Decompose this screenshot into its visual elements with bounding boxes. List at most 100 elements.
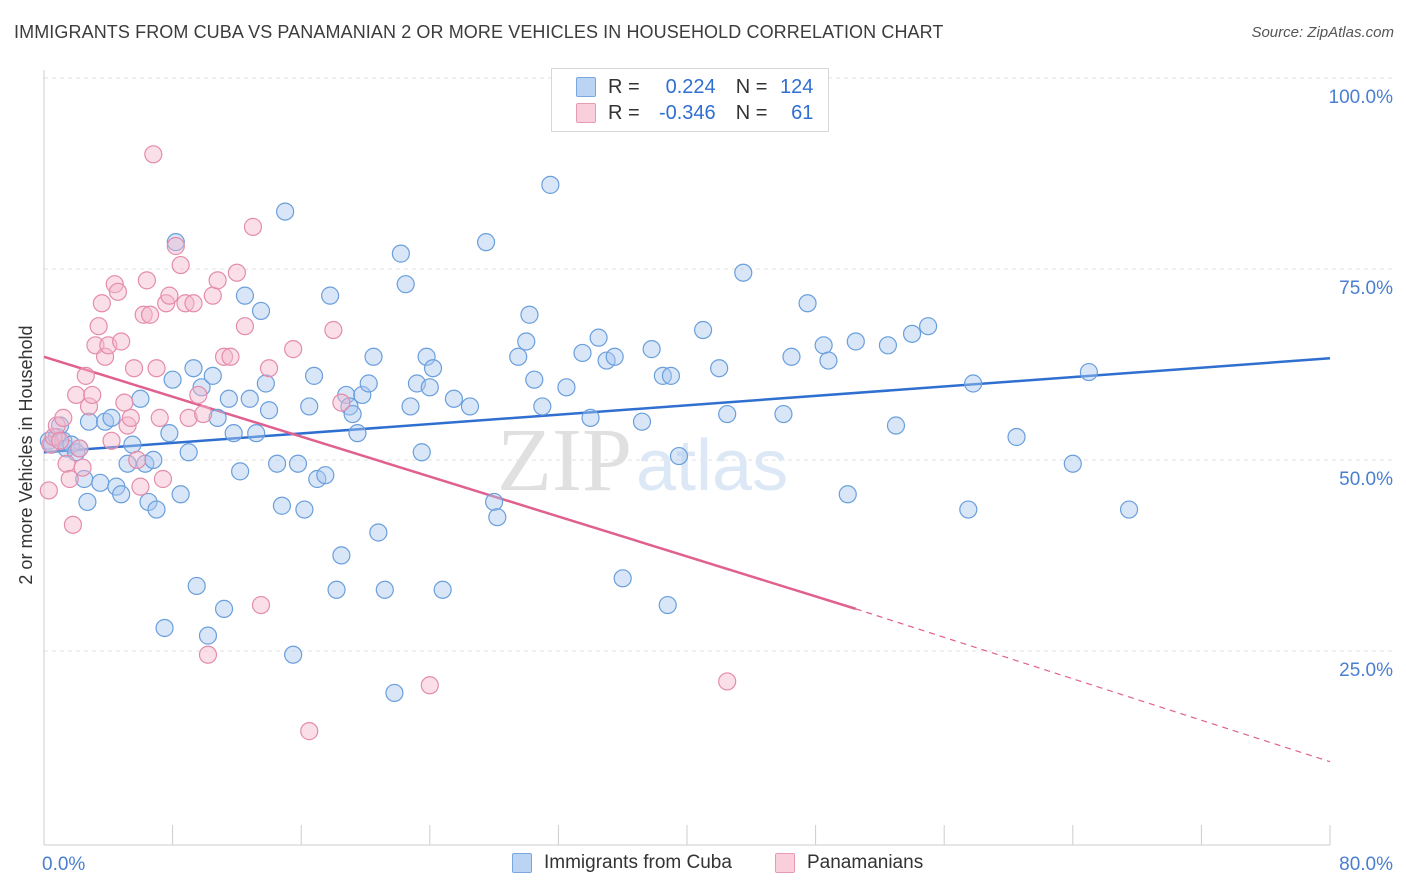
point-cuba xyxy=(102,408,121,427)
point-panamanians xyxy=(184,294,203,313)
legend-swatch-cuba xyxy=(512,853,532,873)
point-cuba xyxy=(819,351,838,370)
point-cuba xyxy=(359,374,378,393)
point-panamanians xyxy=(39,481,58,500)
point-cuba xyxy=(964,374,983,393)
point-cuba xyxy=(541,175,560,194)
point-cuba xyxy=(364,347,383,366)
point-cuba xyxy=(184,359,203,378)
stats-legend: R = 0.224 N = 124 R = -0.346 N = 61 xyxy=(551,68,829,132)
point-cuba xyxy=(79,412,99,431)
point-cuba xyxy=(412,443,431,462)
legend-item-cuba: Immigrants from Cuba xyxy=(512,852,732,874)
point-panamanians xyxy=(227,263,246,282)
point-panamanians xyxy=(221,347,240,366)
point-cuba xyxy=(123,435,142,454)
point-cuba xyxy=(1079,362,1098,382)
point-cuba xyxy=(919,317,938,336)
legend-r-value: 0.224 xyxy=(665,75,716,98)
legend-row-panamanians: R = -0.346 N = 61 xyxy=(576,101,813,125)
point-cuba xyxy=(401,397,420,416)
point-panamanians xyxy=(131,477,150,496)
point-cuba xyxy=(160,424,179,443)
point-cuba xyxy=(203,366,222,385)
point-panamanians xyxy=(83,385,102,405)
point-cuba xyxy=(734,263,753,282)
point-cuba xyxy=(959,500,978,519)
point-panamanians xyxy=(57,454,76,473)
point-cuba xyxy=(316,466,335,485)
point-cuba xyxy=(385,683,404,703)
point-cuba xyxy=(774,404,793,424)
point-panamanians xyxy=(718,672,737,691)
point-panamanians xyxy=(108,282,128,301)
point-cuba xyxy=(589,328,608,347)
y-tick-label: 50.0% xyxy=(1339,469,1393,490)
point-panamanians xyxy=(166,236,185,256)
point-cuba xyxy=(166,233,185,252)
point-cuba xyxy=(710,359,729,378)
legend-r-value: -0.346 xyxy=(658,101,716,124)
axes xyxy=(43,70,1331,846)
legend-label-cuba: Immigrants from Cuba xyxy=(544,852,732,873)
point-panamanians xyxy=(332,393,351,412)
point-cuba xyxy=(198,626,218,645)
point-cuba xyxy=(642,340,661,359)
point-cuba xyxy=(517,332,536,351)
point-cuba xyxy=(1063,454,1082,473)
point-cuba xyxy=(613,569,632,588)
point-cuba xyxy=(520,305,539,324)
point-cuba xyxy=(284,645,303,664)
point-cuba xyxy=(163,370,182,389)
point-cuba xyxy=(267,454,287,473)
point-cuba xyxy=(605,347,624,366)
point-cuba xyxy=(353,385,372,405)
point-cuba xyxy=(272,496,292,515)
point-cuba xyxy=(231,462,250,481)
legend-n-label: N = xyxy=(735,75,768,98)
series-legend: Immigrants from Cuba Panamanians xyxy=(0,852,1406,878)
point-panamanians xyxy=(70,439,89,458)
point-panamanians xyxy=(147,359,166,378)
point-cuba xyxy=(661,366,681,385)
point-cuba xyxy=(304,366,324,385)
point-panamanians xyxy=(115,393,134,412)
point-panamanians xyxy=(79,397,99,416)
legend-n-value: 124 xyxy=(780,75,814,98)
watermark: ZIP atlas xyxy=(497,411,788,510)
legend-row-cuba: R = 0.224 N = 124 xyxy=(576,75,813,99)
point-cuba xyxy=(838,485,857,504)
legend-label-panamanians: Panamanians xyxy=(807,852,924,873)
point-panamanians xyxy=(189,385,208,405)
trend-lines xyxy=(43,355,1331,763)
legend-r-label: R = xyxy=(608,101,640,124)
point-cuba xyxy=(251,301,271,321)
point-cuba xyxy=(179,443,198,462)
y-tick-label: 100.0% xyxy=(1329,87,1394,108)
point-panamanians xyxy=(171,255,190,275)
point-panamanians xyxy=(235,317,255,336)
point-panamanians xyxy=(128,450,147,469)
y-axis-label: 2 or more Vehicles in Household xyxy=(16,325,36,584)
point-panamanians xyxy=(198,645,218,664)
point-cuba xyxy=(433,580,452,599)
point-cuba xyxy=(423,359,443,378)
point-cuba xyxy=(327,580,346,599)
point-panamanians xyxy=(54,408,73,427)
point-panamanians xyxy=(121,408,140,427)
point-panamanians xyxy=(243,217,263,236)
point-cuba xyxy=(1007,427,1026,447)
point-cuba xyxy=(485,492,504,512)
point-panamanians xyxy=(208,271,227,290)
point-cuba xyxy=(693,320,713,340)
point-panamanians xyxy=(124,359,144,378)
point-cuba xyxy=(814,336,833,355)
point-cuba xyxy=(219,389,238,408)
legend-r-label: R = xyxy=(608,75,640,98)
point-cuba xyxy=(509,347,528,366)
point-cuba xyxy=(476,233,496,252)
point-panamanians xyxy=(203,286,222,305)
point-cuba xyxy=(187,576,206,596)
legend-swatch-cuba xyxy=(576,77,596,97)
